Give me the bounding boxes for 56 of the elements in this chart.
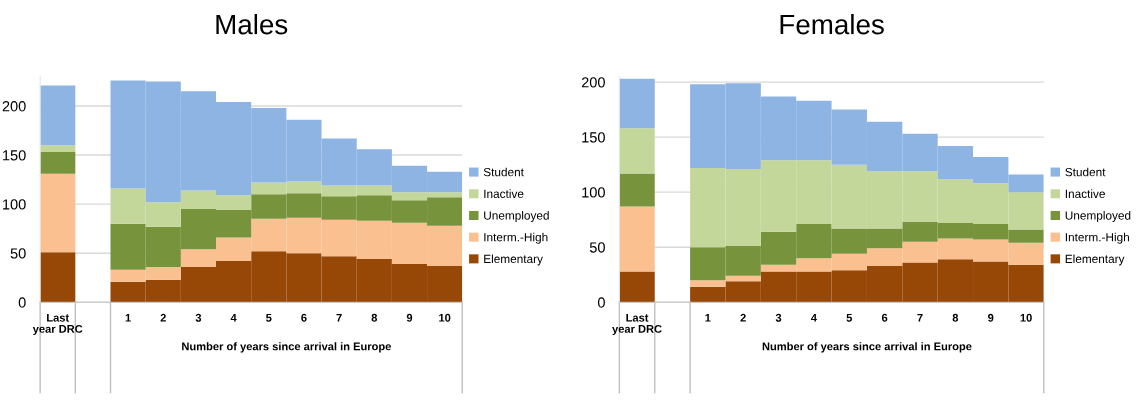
bar <box>40 152 76 174</box>
legend-label: Inactive <box>1065 189 1105 198</box>
legend-label: Elementary <box>484 254 543 266</box>
x-tick-label: 8 <box>371 313 378 322</box>
y-tick-label: 150 <box>582 132 605 143</box>
y-tick-label: 0 <box>18 297 26 308</box>
legend-label: Interm.-High <box>484 232 548 244</box>
x-tick-label: 10 <box>439 313 451 322</box>
bar <box>619 206 655 272</box>
bar <box>40 145 76 153</box>
y-tick-label: 50 <box>10 248 26 259</box>
y-tick-label: 100 <box>582 187 605 198</box>
x-tick-label: 1 <box>705 313 711 322</box>
x-tick-label: 5 <box>266 313 272 322</box>
legend-label: Interm.-High <box>1065 232 1129 244</box>
bar <box>619 173 655 207</box>
x-tick-label: 3 <box>195 313 202 322</box>
bar <box>619 78 655 129</box>
legend-label: Student <box>1065 167 1106 177</box>
chart-title: Males <box>216 13 288 35</box>
bar <box>40 85 76 146</box>
bar <box>40 173 76 253</box>
x-tick-label: 8 <box>952 313 959 322</box>
legend-label: Unemployed <box>484 211 549 223</box>
x-tick-label: 4 <box>810 313 817 322</box>
x-tick-label: 2 <box>740 313 746 322</box>
x-tick-label: 3 <box>775 313 782 322</box>
x-tick-label: 7 <box>336 313 342 322</box>
x-tick-label: 7 <box>917 313 923 322</box>
chart-title: Females <box>780 13 884 35</box>
legend-label: Elementary <box>1065 254 1125 266</box>
x-tick-label: 2 <box>160 313 166 322</box>
x-tick-label: 6 <box>301 313 307 322</box>
legend-label: Unemployed <box>1065 211 1131 223</box>
y-tick-label: 100 <box>3 199 26 210</box>
x-tick-label: 10 <box>1020 313 1032 322</box>
legend-label: Student <box>483 167 524 177</box>
x-axis-title: Number of years since arrival in Europe <box>762 342 972 353</box>
x-tick-label: 1 <box>125 313 131 322</box>
y-tick-label: 0 <box>597 297 605 308</box>
bar <box>619 271 655 303</box>
x-tick-label: 9 <box>988 313 994 322</box>
x-tick-label: 5 <box>846 313 853 322</box>
x-tick-label: 9 <box>406 313 413 322</box>
y-tick-label: 200 <box>581 77 605 88</box>
bar <box>619 128 655 174</box>
legend-label: Inactive <box>484 189 524 198</box>
x-tick-label: Last year DRC <box>612 313 662 336</box>
y-tick-label: 150 <box>3 150 26 161</box>
x-tick-label: Last year DRC <box>32 313 83 336</box>
x-tick-label: 4 <box>230 313 237 322</box>
bar <box>40 252 76 303</box>
y-tick-label: 50 <box>589 242 605 253</box>
y-tick-label: 200 <box>2 101 26 112</box>
x-axis-title: Number of years since arrival in Europe <box>182 342 391 353</box>
x-tick-label: 6 <box>881 313 888 322</box>
